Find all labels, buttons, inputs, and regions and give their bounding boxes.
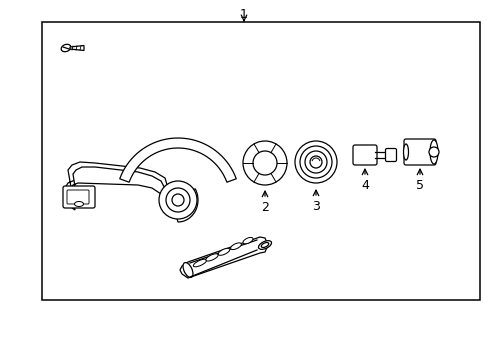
Polygon shape: [71, 167, 191, 214]
Ellipse shape: [230, 243, 241, 249]
Ellipse shape: [218, 248, 229, 255]
Circle shape: [252, 151, 276, 175]
FancyBboxPatch shape: [403, 139, 435, 165]
Text: 2: 2: [261, 201, 268, 213]
Circle shape: [428, 147, 438, 157]
Bar: [42, 22, 479, 300]
FancyBboxPatch shape: [67, 190, 89, 204]
Circle shape: [305, 151, 326, 173]
Ellipse shape: [243, 237, 252, 244]
Circle shape: [165, 188, 190, 212]
Ellipse shape: [183, 262, 193, 278]
Text: 1: 1: [240, 8, 247, 21]
Text: 4: 4: [360, 179, 368, 192]
Ellipse shape: [74, 202, 83, 207]
Circle shape: [172, 194, 183, 206]
Ellipse shape: [429, 140, 437, 164]
Polygon shape: [65, 162, 198, 222]
FancyBboxPatch shape: [385, 149, 396, 162]
Circle shape: [159, 181, 197, 219]
FancyBboxPatch shape: [352, 145, 376, 165]
Polygon shape: [180, 237, 267, 278]
Ellipse shape: [205, 254, 218, 261]
Polygon shape: [70, 45, 84, 50]
Ellipse shape: [261, 243, 268, 247]
Circle shape: [294, 141, 336, 183]
Text: 3: 3: [311, 199, 319, 212]
Ellipse shape: [193, 259, 206, 267]
Text: 5: 5: [415, 179, 423, 192]
Circle shape: [309, 156, 321, 168]
Ellipse shape: [61, 44, 71, 52]
Polygon shape: [120, 138, 236, 182]
Circle shape: [243, 141, 286, 185]
FancyBboxPatch shape: [63, 186, 95, 208]
Ellipse shape: [403, 144, 407, 160]
Circle shape: [299, 146, 331, 178]
Ellipse shape: [258, 241, 271, 249]
